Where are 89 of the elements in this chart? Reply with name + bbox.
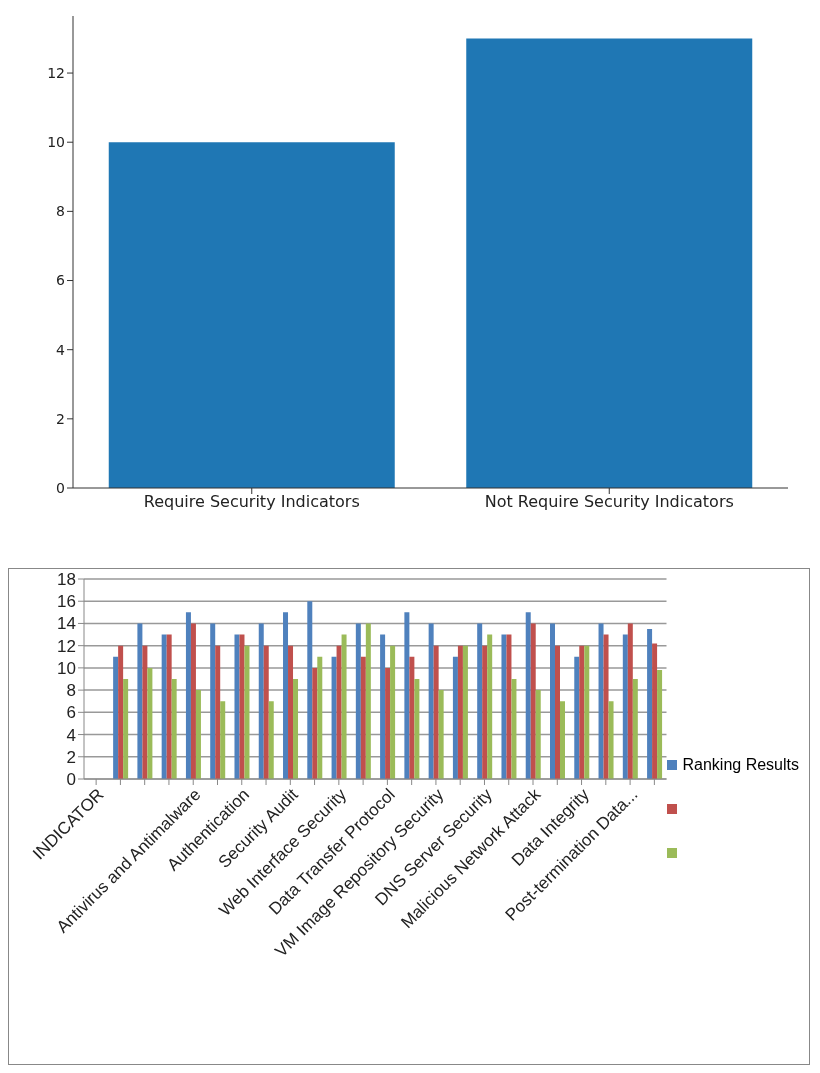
y-tick-label: 2	[56, 410, 65, 427]
bar	[268, 701, 274, 779]
y-tick-label: 6	[66, 703, 76, 723]
bar	[137, 623, 143, 779]
y-tick-label: 6	[56, 272, 66, 289]
x-tick-label: Require Security Indicators	[143, 492, 360, 512]
bar	[603, 634, 609, 779]
y-tick-label: 10	[57, 658, 76, 678]
legend-label: Ranking Results	[682, 756, 799, 774]
bar	[550, 623, 555, 779]
bar	[462, 645, 468, 779]
bar	[477, 623, 483, 779]
y-tick-label: 16	[57, 592, 76, 612]
bar	[584, 645, 590, 779]
bar	[258, 623, 264, 779]
bar	[142, 645, 148, 779]
bar	[331, 656, 337, 779]
y-tick-label: 2	[66, 747, 76, 767]
bar	[409, 656, 415, 779]
y-tick-label: 0	[56, 479, 65, 496]
y-tick-label: 12	[57, 636, 76, 656]
bar	[161, 634, 167, 779]
bar	[123, 679, 129, 779]
bar	[579, 645, 585, 779]
x-tick-label: Not Require Security Indicators	[484, 492, 734, 512]
bar	[239, 634, 245, 779]
bar	[288, 645, 294, 779]
bar	[341, 634, 347, 779]
y-tick-label: 4	[56, 341, 66, 358]
bar	[433, 645, 439, 779]
bar	[390, 645, 396, 779]
bar	[482, 645, 488, 779]
bar	[555, 645, 560, 779]
bar	[215, 645, 221, 779]
bar	[511, 679, 517, 779]
bar	[385, 667, 391, 779]
bar	[428, 623, 434, 779]
bar	[506, 634, 512, 779]
bar	[404, 612, 410, 779]
bar	[210, 623, 216, 779]
bar	[501, 634, 507, 779]
bar	[622, 634, 628, 779]
bar	[312, 667, 318, 779]
y-tick-label: 4	[66, 725, 76, 745]
bar	[657, 670, 663, 779]
y-tick-label: 14	[57, 614, 76, 634]
bar	[598, 623, 604, 779]
bar	[283, 612, 289, 779]
y-tick-label: 0	[66, 770, 76, 790]
bar	[185, 612, 191, 779]
y-tick-label: 10	[47, 134, 65, 151]
bar	[293, 679, 299, 779]
bar	[608, 701, 614, 779]
bar	[360, 656, 366, 779]
bar	[560, 701, 565, 779]
bar	[487, 634, 493, 779]
bar	[190, 623, 196, 779]
y-tick-label: 8	[56, 203, 65, 220]
bar	[195, 690, 201, 779]
bar	[627, 623, 633, 779]
bar	[307, 601, 313, 779]
bar	[166, 634, 172, 779]
bar	[530, 623, 536, 779]
y-tick-label: 8	[66, 681, 76, 701]
bar	[147, 667, 153, 779]
bar	[234, 634, 240, 779]
bar	[632, 679, 638, 779]
bar	[317, 656, 323, 779]
bar	[574, 656, 580, 779]
bar	[380, 634, 386, 779]
bar	[457, 645, 463, 779]
bar	[414, 679, 420, 779]
bar	[452, 656, 458, 779]
bar	[220, 701, 226, 779]
y-tick-label: 12	[47, 65, 65, 82]
bar	[525, 612, 531, 779]
y-tick-label: 18	[57, 570, 76, 590]
bar	[535, 690, 541, 779]
bar	[244, 645, 250, 779]
bar	[365, 623, 371, 779]
bar	[336, 645, 342, 779]
bar	[263, 645, 269, 779]
bar	[647, 629, 653, 779]
bar	[171, 679, 177, 779]
bar	[652, 643, 658, 779]
bar	[113, 656, 119, 779]
bar	[355, 623, 361, 779]
bar	[438, 690, 444, 779]
bar	[118, 645, 124, 779]
